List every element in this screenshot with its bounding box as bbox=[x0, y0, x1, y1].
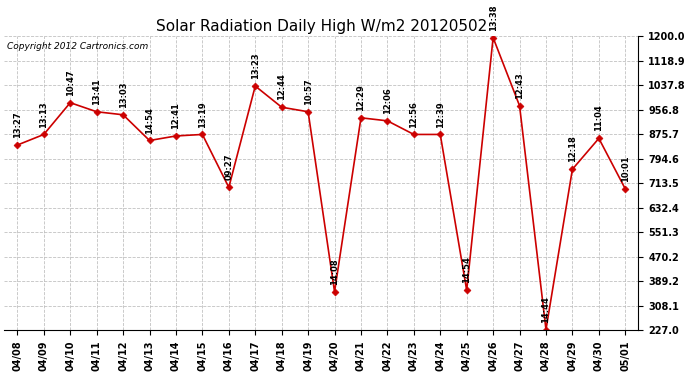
Text: 13:41: 13:41 bbox=[92, 78, 101, 105]
Text: 12:06: 12:06 bbox=[383, 87, 392, 114]
Text: 12:29: 12:29 bbox=[357, 84, 366, 111]
Text: 12:56: 12:56 bbox=[409, 100, 418, 128]
Text: 09:27: 09:27 bbox=[224, 154, 233, 180]
Text: 14:08: 14:08 bbox=[330, 258, 339, 285]
Text: 14:54: 14:54 bbox=[145, 106, 154, 134]
Text: 12:39: 12:39 bbox=[436, 101, 445, 128]
Text: 10:57: 10:57 bbox=[304, 78, 313, 105]
Text: 13:03: 13:03 bbox=[119, 81, 128, 108]
Text: 14:44: 14:44 bbox=[542, 296, 551, 322]
Text: 14:54: 14:54 bbox=[462, 256, 471, 283]
Text: 12:44: 12:44 bbox=[277, 74, 286, 100]
Text: 13:27: 13:27 bbox=[13, 111, 22, 138]
Text: 12:43: 12:43 bbox=[515, 72, 524, 99]
Text: Copyright 2012 Cartronics.com: Copyright 2012 Cartronics.com bbox=[8, 42, 148, 51]
Text: 13:23: 13:23 bbox=[250, 53, 259, 79]
Text: 12:41: 12:41 bbox=[171, 102, 181, 129]
Text: 11:04: 11:04 bbox=[594, 105, 603, 131]
Text: 13:38: 13:38 bbox=[489, 4, 497, 31]
Text: 10:47: 10:47 bbox=[66, 69, 75, 96]
Text: 13:19: 13:19 bbox=[198, 101, 207, 128]
Text: 13:13: 13:13 bbox=[39, 101, 48, 128]
Title: Solar Radiation Daily High W/m2 20120502: Solar Radiation Daily High W/m2 20120502 bbox=[156, 19, 487, 34]
Text: 10:01: 10:01 bbox=[621, 155, 630, 182]
Text: 12:18: 12:18 bbox=[568, 135, 577, 162]
